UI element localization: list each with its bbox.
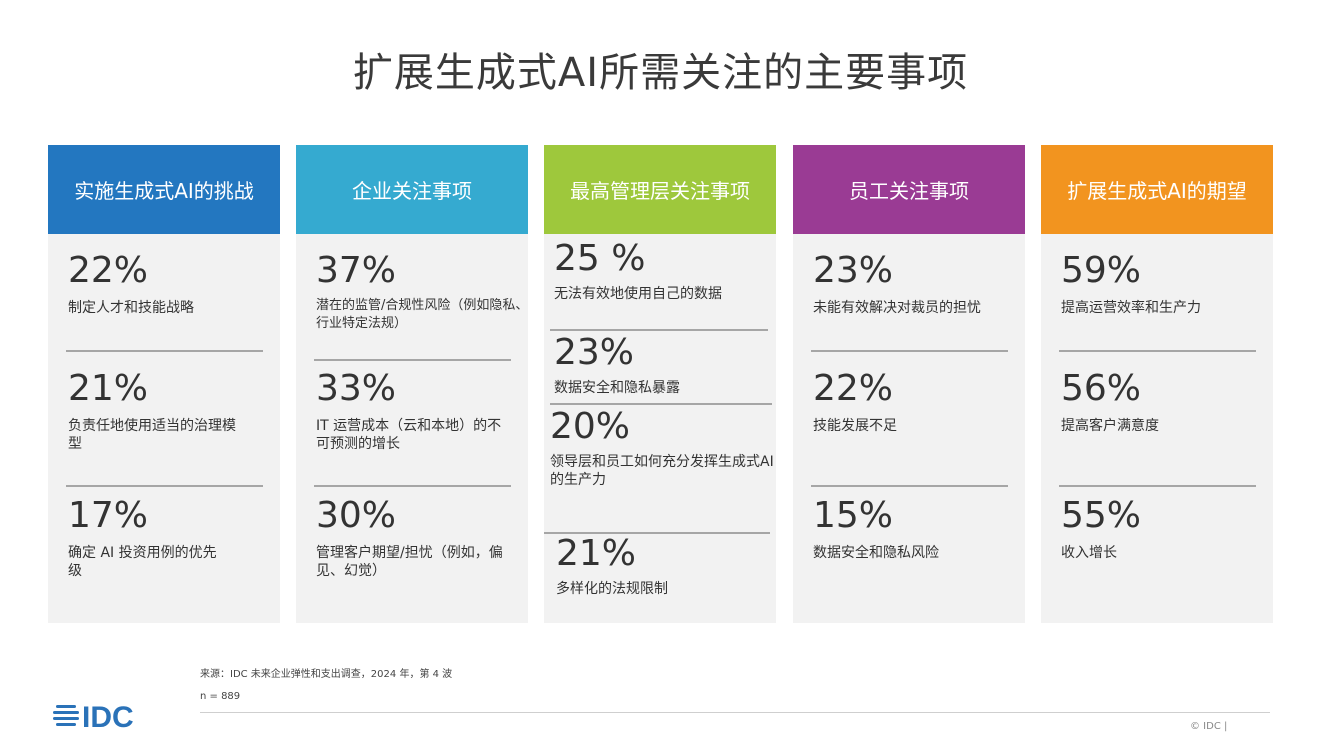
stat-description: IT 运营成本（云和本地）的不可预测的增长 [316, 418, 502, 452]
stat-percent: 37% [316, 250, 397, 291]
stat-percent: 56% [1061, 368, 1142, 409]
copyright: © IDC | [1190, 721, 1228, 732]
source-note: 来源：IDC 未来企业弹性和支出调查，2024 年，第 4 波 [200, 669, 453, 680]
stat-item: 23% 未能有效解决对裁员的担忧 [813, 253, 1013, 317]
stat-item: 56% 提高客户满意度 [1061, 371, 1261, 435]
stat-item: 22% 技能发展不足 [813, 371, 1013, 435]
divider [1059, 485, 1256, 487]
stat-item: 37% 潜在的监管/合规性风险（例如隐私、行业特定法规） [316, 253, 536, 333]
stat-item: 15% 数据安全和隐私风险 [813, 498, 1013, 562]
column-header: 员工关注事项 [793, 145, 1025, 234]
stat-percent: 17% [68, 495, 149, 536]
column-header: 实施生成式AI的挑战 [48, 145, 280, 234]
stat-percent: 59% [1061, 250, 1142, 291]
stat-description: 无法有效地使用自己的数据 [554, 286, 722, 302]
divider [314, 485, 511, 487]
idc-logo: IDC [53, 701, 134, 733]
stat-description: 多样化的法规限制 [556, 581, 668, 597]
column-executive: 最高管理层关注事项 25 % 无法有效地使用自己的数据 23% 数据安全和隐私暴… [544, 145, 776, 623]
stat-description: 潜在的监管/合规性风险（例如隐私、行业特定法规） [316, 298, 529, 331]
stat-description: 未能有效解决对裁员的担忧 [813, 300, 981, 316]
stat-percent: 23% [813, 250, 894, 291]
divider [314, 359, 511, 361]
stat-percent: 20% [550, 406, 631, 447]
stat-item: 21% 负责任地使用适当的治理模型 [68, 371, 268, 453]
stat-percent: 15% [813, 495, 894, 536]
stat-description: 数据安全和隐私暴露 [554, 380, 680, 396]
divider [66, 350, 263, 352]
stat-item: 25 % 无法有效地使用自己的数据 [554, 241, 754, 303]
stat-item: 59% 提高运营效率和生产力 [1061, 253, 1261, 317]
page-title: 扩展生成式AI所需关注的主要事项 [352, 50, 969, 96]
idc-globe-icon [53, 705, 79, 726]
column-enterprise: 企业关注事项 37% 潜在的监管/合规性风险（例如隐私、行业特定法规） 33% … [296, 145, 528, 623]
sample-size: n = 889 [200, 691, 241, 702]
stat-description: 数据安全和隐私风险 [813, 545, 939, 561]
stat-percent: 22% [68, 250, 149, 291]
stat-description: 提高运营效率和生产力 [1061, 300, 1201, 316]
stat-item: 22% 制定人才和技能战略 [68, 253, 268, 317]
column-header: 最高管理层关注事项 [544, 145, 776, 234]
divider [66, 485, 263, 487]
stat-percent: 33% [316, 368, 397, 409]
stat-description: 领导层和员工如何充分发挥生成式AI的生产力 [550, 454, 774, 488]
stat-percent: 55% [1061, 495, 1142, 536]
stat-percent: 21% [68, 368, 149, 409]
footer-divider [200, 712, 1270, 713]
stat-percent: 22% [813, 368, 894, 409]
column-employee: 员工关注事项 23% 未能有效解决对裁员的担忧 22% 技能发展不足 15% 数… [793, 145, 1025, 623]
stat-item: 17% 确定 AI 投资用例的优先级 [68, 498, 268, 580]
stat-description: 技能发展不足 [813, 418, 897, 434]
column-challenges: 实施生成式AI的挑战 22% 制定人才和技能战略 21% 负责任地使用适当的治理… [48, 145, 280, 623]
stat-item: 23% 数据安全和隐私暴露 [554, 335, 754, 397]
stat-description: 收入增长 [1061, 545, 1117, 561]
stat-item: 30% 管理客户期望/担忧（例如，偏见、幻觉） [316, 498, 516, 580]
stat-description: 提高客户满意度 [1061, 418, 1159, 434]
stat-description: 制定人才和技能战略 [68, 300, 194, 316]
column-expectations: 扩展生成式AI的期望 59% 提高运营效率和生产力 56% 提高客户满意度 55… [1041, 145, 1273, 623]
divider [811, 485, 1008, 487]
column-header: 企业关注事项 [296, 145, 528, 234]
stat-percent: 21% [556, 533, 637, 574]
divider [550, 329, 768, 331]
divider [1059, 350, 1256, 352]
stat-percent: 25 % [554, 238, 646, 279]
stat-percent: 30% [316, 495, 397, 536]
divider [811, 350, 1008, 352]
divider [544, 532, 770, 534]
stat-description: 负责任地使用适当的治理模型 [68, 418, 236, 452]
stat-percent: 23% [554, 332, 635, 373]
stat-item: 21% 多样化的法规限制 [556, 536, 756, 598]
stat-item: 20% 领导层和员工如何充分发挥生成式AI的生产力 [550, 409, 774, 489]
logo-text: IDC [82, 701, 134, 733]
stat-description: 确定 AI 投资用例的优先级 [68, 545, 217, 579]
stat-item: 55% 收入增长 [1061, 498, 1261, 562]
stat-item: 33% IT 运营成本（云和本地）的不可预测的增长 [316, 371, 516, 453]
divider [550, 403, 772, 405]
stat-description: 管理客户期望/担忧（例如，偏见、幻觉） [316, 545, 503, 579]
column-header: 扩展生成式AI的期望 [1041, 145, 1273, 234]
